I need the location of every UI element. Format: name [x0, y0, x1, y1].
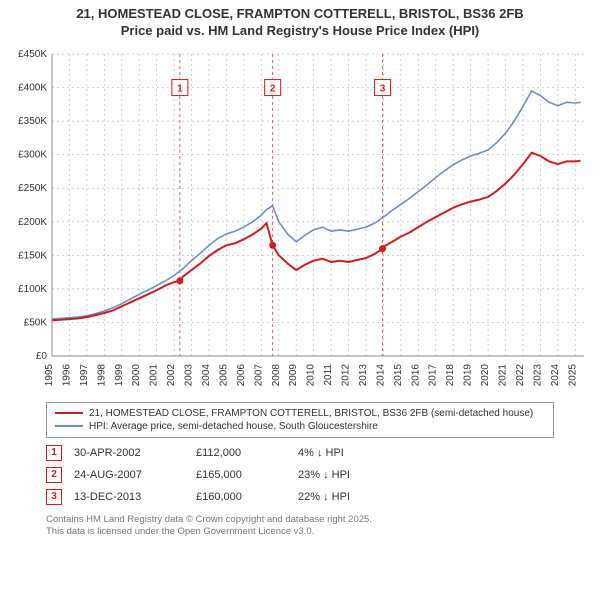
svg-text:3: 3: [380, 83, 386, 94]
svg-text:1: 1: [177, 83, 183, 94]
svg-text:2005: 2005: [218, 363, 229, 386]
svg-text:£50K: £50K: [24, 317, 48, 328]
sale-date: 30-APR-2002: [74, 447, 184, 459]
svg-text:£200K: £200K: [18, 217, 47, 228]
sale-price: £165,000: [196, 469, 286, 481]
svg-text:2019: 2019: [463, 363, 474, 386]
svg-text:2016: 2016: [410, 363, 421, 386]
svg-text:2020: 2020: [480, 363, 491, 386]
svg-text:2012: 2012: [341, 363, 352, 386]
svg-text:2008: 2008: [271, 363, 282, 386]
svg-text:1996: 1996: [61, 363, 72, 386]
title-line-1: 21, HOMESTEAD CLOSE, FRAMPTON COTTERELL,…: [6, 6, 594, 23]
svg-text:£0: £0: [36, 351, 48, 362]
footer-line-2: This data is licensed under the Open Gov…: [46, 526, 554, 538]
svg-text:2011: 2011: [323, 363, 334, 385]
svg-text:2009: 2009: [288, 363, 299, 386]
svg-text:2015: 2015: [393, 363, 404, 386]
svg-text:1998: 1998: [96, 363, 107, 386]
sale-diff: 4% ↓ HPI: [298, 447, 418, 459]
sales-table: 1 30-APR-2002 £112,000 4% ↓ HPI 2 24-AUG-2007…: [46, 442, 554, 508]
legend-row: 21, HOMESTEAD CLOSE, FRAMPTON COTTERELL,…: [55, 407, 545, 420]
svg-text:£250K: £250K: [18, 183, 47, 194]
svg-text:£300K: £300K: [18, 149, 47, 160]
sale-marker: 3: [46, 489, 62, 505]
svg-text:2018: 2018: [445, 363, 456, 386]
sale-price: £160,000: [196, 491, 286, 503]
chart-area: £0 £50K £100K £150K £200K £250K £300K £350K £400…: [6, 46, 594, 396]
svg-text:2003: 2003: [184, 363, 195, 386]
svg-text:1999: 1999: [114, 363, 125, 386]
sale-diff: 22% ↓ HPI: [298, 491, 418, 503]
svg-text:2004: 2004: [201, 363, 212, 386]
svg-text:2025: 2025: [567, 363, 578, 386]
legend-row: HPI: Average price, semi-detached house,…: [55, 420, 545, 433]
svg-text:2006: 2006: [236, 363, 247, 386]
svg-text:2021: 2021: [498, 363, 509, 386]
svg-text:£150K: £150K: [18, 250, 47, 261]
svg-text:2013: 2013: [358, 363, 369, 386]
svg-text:2: 2: [270, 83, 276, 94]
svg-text:2022: 2022: [515, 363, 526, 386]
title-line-2: Price paid vs. HM Land Registry's House …: [6, 23, 594, 40]
svg-text:2000: 2000: [131, 363, 142, 386]
svg-text:2002: 2002: [166, 363, 177, 386]
svg-text:2014: 2014: [375, 363, 386, 386]
svg-text:2017: 2017: [428, 363, 439, 386]
legend-label: HPI: Average price, semi-detached house,…: [89, 421, 378, 432]
legend-swatch: [55, 425, 83, 427]
sale-diff: 23% ↓ HPI: [298, 469, 418, 481]
svg-text:£450K: £450K: [18, 49, 47, 60]
svg-text:2024: 2024: [550, 363, 561, 386]
sale-row: 1 30-APR-2002 £112,000 4% ↓ HPI: [46, 442, 554, 464]
sale-marker: 1: [46, 445, 62, 461]
svg-text:2007: 2007: [253, 363, 264, 386]
svg-text:1997: 1997: [79, 363, 90, 386]
line-chart-svg: £0 £50K £100K £150K £200K £250K £300K £350K £400…: [6, 46, 594, 396]
legend-label: 21, HOMESTEAD CLOSE, FRAMPTON COTTERELL,…: [89, 408, 533, 419]
svg-text:2023: 2023: [532, 363, 543, 386]
footer-line-1: Contains HM Land Registry data © Crown c…: [46, 514, 554, 526]
sale-date: 24-AUG-2007: [74, 469, 184, 481]
sale-row: 3 13-DEC-2013 £160,000 22% ↓ HPI: [46, 486, 554, 508]
svg-text:£350K: £350K: [18, 116, 47, 127]
legend: 21, HOMESTEAD CLOSE, FRAMPTON COTTERELL,…: [46, 402, 554, 438]
chart-title: 21, HOMESTEAD CLOSE, FRAMPTON COTTERELL,…: [6, 6, 594, 40]
legend-swatch: [55, 412, 83, 414]
sale-price: £112,000: [196, 447, 286, 459]
footer-attribution: Contains HM Land Registry data © Crown c…: [46, 514, 554, 539]
sale-marker: 2: [46, 467, 62, 483]
sale-date: 13-DEC-2013: [74, 491, 184, 503]
svg-text:2001: 2001: [149, 363, 160, 386]
sale-row: 2 24-AUG-2007 £165,000 23% ↓ HPI: [46, 464, 554, 486]
svg-text:2010: 2010: [306, 363, 317, 386]
svg-text:£100K: £100K: [18, 284, 47, 295]
svg-text:£400K: £400K: [18, 82, 47, 93]
svg-text:1995: 1995: [44, 363, 55, 386]
